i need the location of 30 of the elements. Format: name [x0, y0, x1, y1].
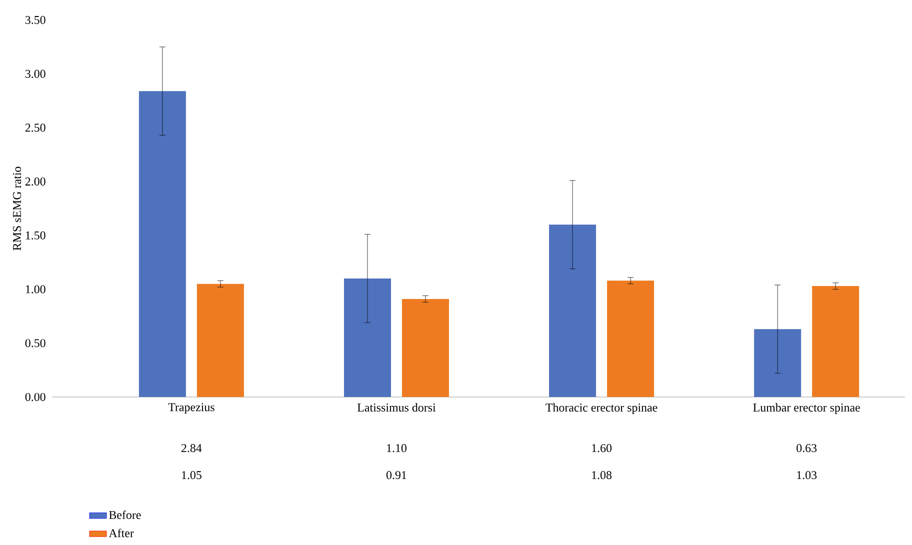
y-tick-label: 1.00	[26, 285, 46, 294]
data-label: 1.60	[592, 444, 612, 452]
bar	[549, 224, 596, 397]
y-axis-title: RMS sEMG ratio	[13, 166, 22, 250]
legend-label: Before	[109, 510, 141, 520]
data-label: 0.63	[796, 444, 817, 452]
data-label: 1.10	[387, 444, 406, 452]
data-label: 1.05	[182, 471, 202, 480]
bar	[344, 278, 391, 397]
x-tick-label: Thoracic erector spinae	[546, 403, 658, 414]
bar	[607, 280, 654, 397]
bar	[196, 284, 244, 397]
y-tick-label: 1.50	[26, 231, 46, 240]
bar	[138, 91, 186, 397]
data-label: 2.84	[182, 444, 202, 452]
x-tick-label: Lumbar erector spinae	[753, 403, 860, 414]
y-tick-label: 3.00	[25, 70, 46, 78]
x-tick-label: Latissimus dorsi	[357, 403, 436, 412]
bar	[812, 286, 860, 397]
data-label: 1.03	[797, 471, 817, 480]
y-tick-label: 2.50	[25, 124, 46, 132]
data-label: 1.08	[592, 471, 612, 480]
y-tick-label: 0.00	[25, 392, 46, 402]
data-label: 0.91	[386, 471, 406, 480]
y-tick-label: 0.50	[25, 339, 46, 348]
y-tick-label: 3.50	[25, 16, 46, 24]
x-tick-label: Trapezius	[168, 403, 214, 414]
y-tick-label: 2.00	[25, 178, 46, 186]
bar	[402, 298, 449, 397]
legend-label: After	[108, 528, 134, 538]
